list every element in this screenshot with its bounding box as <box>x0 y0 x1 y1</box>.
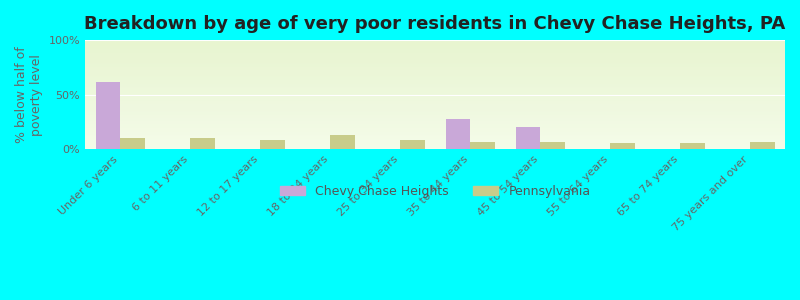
Bar <box>446 119 470 149</box>
Title: Breakdown by age of very poor residents in Chevy Chase Heights, PA: Breakdown by age of very poor residents … <box>84 15 786 33</box>
Bar <box>540 142 565 149</box>
Bar <box>95 82 120 149</box>
Bar <box>470 142 494 149</box>
Bar <box>400 140 425 149</box>
Bar <box>750 142 774 149</box>
Bar <box>515 128 540 149</box>
Y-axis label: % below half of
poverty level: % below half of poverty level <box>15 46 43 143</box>
Bar <box>610 143 634 149</box>
Bar <box>680 143 705 149</box>
Bar <box>190 138 214 149</box>
Bar <box>260 140 285 149</box>
Bar <box>120 138 145 149</box>
Bar <box>330 135 354 149</box>
Legend: Chevy Chase Heights, Pennsylvania: Chevy Chase Heights, Pennsylvania <box>274 180 595 203</box>
